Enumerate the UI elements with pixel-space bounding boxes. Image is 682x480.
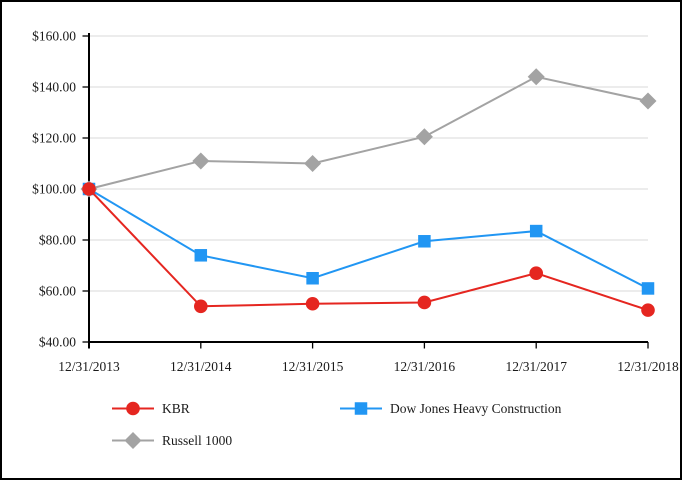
legend-label-russell-1000: Russell 1000 bbox=[162, 433, 232, 448]
series-marker-kbr-12-31-2015 bbox=[305, 296, 320, 311]
series-marker-dow-jones-heavy-construction-12-31-2016 bbox=[418, 235, 431, 248]
legend-label-kbr: KBR bbox=[162, 401, 190, 416]
x-axis-label: 12/31/2013 bbox=[58, 359, 120, 374]
x-axis-label: 12/31/2017 bbox=[505, 359, 567, 374]
series-marker-dow-jones-heavy-construction-12-31-2017 bbox=[529, 224, 543, 238]
series-marker-dow-jones-heavy-construction-12-31-2018 bbox=[641, 282, 655, 295]
series-marker-russell-1000-12-31-2015 bbox=[304, 155, 322, 172]
series-marker-russell-1000-12-31-2016 bbox=[415, 128, 433, 146]
x-axis-label: 12/31/2014 bbox=[170, 359, 232, 374]
legend-marker-kbr bbox=[126, 401, 140, 416]
series-line-dow-jones-heavy-construction bbox=[88, 188, 649, 290]
y-axis-label: $40.00 bbox=[39, 335, 76, 350]
x-axis-label: 12/31/2016 bbox=[394, 359, 456, 374]
series-line-kbr bbox=[88, 188, 649, 312]
y-axis-label: $80.00 bbox=[39, 233, 76, 248]
y-axis-label: $60.00 bbox=[39, 284, 76, 299]
series-marker-kbr-12-31-2016 bbox=[417, 295, 432, 310]
series-marker-russell-1000-12-31-2018 bbox=[639, 92, 657, 110]
legend-marker-russell-1000 bbox=[124, 432, 142, 449]
y-axis-label: $160.00 bbox=[32, 29, 76, 44]
series-marker-russell-1000-12-31-2014 bbox=[192, 152, 210, 170]
legend-marker-dow-jones-heavy-construction bbox=[354, 402, 368, 415]
series-marker-russell-1000-12-31-2017 bbox=[527, 68, 545, 86]
series-line-russell-1000 bbox=[88, 75, 649, 190]
series-marker-kbr-12-31-2013 bbox=[82, 182, 96, 196]
legend-label-dow-jones-heavy-construction: Dow Jones Heavy Construction bbox=[390, 401, 562, 416]
series-marker-kbr-12-31-2014 bbox=[194, 299, 208, 314]
series-marker-dow-jones-heavy-construction-12-31-2014 bbox=[194, 249, 208, 262]
series-marker-kbr-12-31-2017 bbox=[529, 266, 543, 280]
series-marker-kbr-12-31-2018 bbox=[641, 303, 655, 317]
y-axis-label: $100.00 bbox=[32, 182, 76, 197]
x-axis-label: 12/31/2018 bbox=[617, 359, 679, 374]
y-axis-label: $140.00 bbox=[32, 80, 76, 95]
x-axis-label: 12/31/2015 bbox=[282, 359, 344, 374]
y-axis-label: $120.00 bbox=[32, 131, 76, 146]
series-marker-dow-jones-heavy-construction-12-31-2015 bbox=[306, 272, 319, 285]
